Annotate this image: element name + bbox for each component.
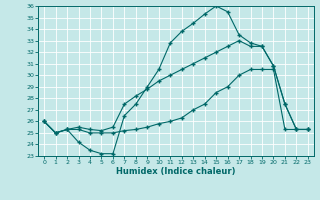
- X-axis label: Humidex (Indice chaleur): Humidex (Indice chaleur): [116, 167, 236, 176]
